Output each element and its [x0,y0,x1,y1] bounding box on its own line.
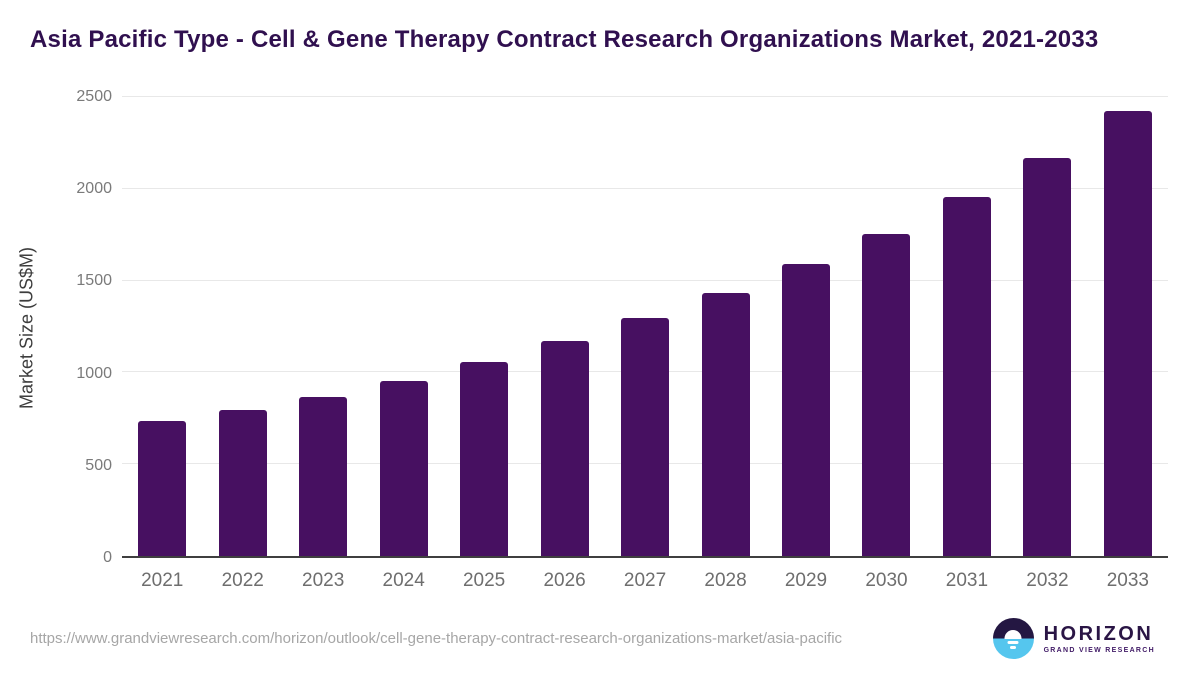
bar-band [927,97,1007,556]
y-tick-label: 2000 [76,180,112,198]
bar-2032[interactable] [1023,157,1072,556]
bar-2023[interactable] [299,397,348,556]
y-tick-label: 500 [85,456,112,474]
bar-band [202,97,282,556]
x-axis-labels: 2021 2022 2023 2024 2025 2026 2027 2028 2029 2030… [122,560,1168,592]
bar-2026[interactable] [540,341,589,556]
bar-band [524,97,604,556]
x-tick-label: 2025 [462,570,506,591]
bar-2024[interactable] [379,380,428,556]
x-tick-label: 2028 [704,570,747,591]
gridline [122,187,1168,189]
x-tick-label: 2027 [623,570,667,591]
y-tick-label: 0 [103,549,112,566]
y-tick-label: 2500 [76,88,112,105]
bar-2028[interactable] [701,293,750,556]
bar-2022[interactable] [218,410,267,556]
bar-2029[interactable] [781,264,830,556]
bar-2031[interactable] [942,197,991,556]
y-tick-label: 1500 [76,272,112,290]
bar-2021[interactable] [138,421,187,556]
x-tick-label: 2031 [945,570,989,591]
bar-band [122,97,202,556]
bar-band [363,97,443,556]
gridline [122,96,1168,97]
bar-band [766,97,846,556]
x-tick-label: 2024 [382,570,425,591]
bar-band [605,97,685,556]
bars [122,97,1168,556]
x-tick-label: 2029 [784,570,828,591]
x-tick-label: 2022 [221,570,264,591]
x-tick-label: 2021 [141,570,184,591]
logo-brand-name: HORIZON [1043,623,1154,645]
logo-subtitle: GRAND VIEW RESEARCH [1043,647,1155,654]
bar-2025[interactable] [460,362,509,556]
x-tick-label: 2030 [865,570,908,591]
bar-band [1007,97,1087,556]
x-tick-label: 2032 [1026,570,1069,591]
logo-text: HORIZON GRAND VIEW RESEARCH [1044,623,1155,654]
source-url: https://www.grandviewresearch.com/horizo… [30,630,843,647]
bar-band [444,97,524,556]
plot-area [122,96,1168,558]
sun-reflection-dash [1010,646,1017,649]
x-tick-label: 2033 [1106,570,1149,591]
x-tick-label: 2023 [302,570,345,591]
chart-title: Asia Pacific Type - Cell & Gene Therapy … [30,26,1099,53]
bar-band [846,97,926,556]
horizon-sun-circle-icon [992,618,1034,659]
bar-band [283,97,363,556]
bar-band [1088,97,1168,556]
bar-2027[interactable] [621,318,670,556]
x-tick-label: 2026 [543,570,586,591]
gridline [122,279,1168,281]
bar-2033[interactable] [1103,110,1152,556]
y-axis-ticks: 0 500 1000 1500 2000 2500 [0,89,112,566]
sun-reflection-dash [1007,641,1019,644]
horizon-logo: HORIZON GRAND VIEW RESEARCH [992,618,1155,659]
bar-band [685,97,765,556]
y-tick-label: 1000 [76,364,112,382]
sun-shape [1004,629,1022,639]
bar-2030[interactable] [862,233,911,556]
